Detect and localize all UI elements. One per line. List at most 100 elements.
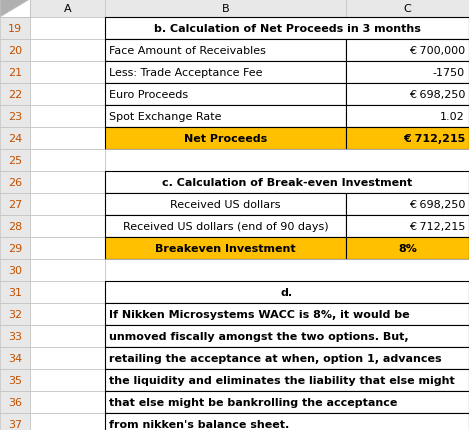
Bar: [346, 84, 469, 106]
Bar: [105, 194, 346, 215]
Text: Less: Trade Acceptance Fee: Less: Trade Acceptance Fee: [109, 68, 263, 78]
Text: the liquidity and eliminates the liability that else might: the liquidity and eliminates the liabili…: [109, 375, 455, 385]
Bar: [30, 18, 105, 40]
Text: 26: 26: [8, 178, 22, 187]
Bar: [30, 303, 105, 325]
Bar: [105, 237, 346, 259]
Bar: [105, 303, 469, 325]
Bar: [105, 62, 346, 84]
Bar: [0, 18, 30, 40]
Bar: [0, 325, 30, 347]
Text: A: A: [64, 4, 71, 14]
Text: 23: 23: [8, 112, 22, 122]
Bar: [30, 325, 105, 347]
Bar: [0, 259, 30, 281]
Text: Face Amount of Receivables: Face Amount of Receivables: [109, 46, 266, 56]
Bar: [0, 62, 30, 84]
Bar: [346, 40, 469, 62]
Bar: [0, 391, 30, 413]
Bar: [30, 281, 105, 303]
Bar: [105, 215, 346, 237]
Text: 30: 30: [8, 265, 22, 275]
Bar: [0, 347, 30, 369]
Text: 20: 20: [8, 46, 22, 56]
Text: 8%: 8%: [398, 243, 417, 253]
Text: 25: 25: [8, 156, 22, 166]
Bar: [0, 0, 30, 18]
Text: b. Calculation of Net Proceeds in 3 months: b. Calculation of Net Proceeds in 3 mont…: [153, 24, 420, 34]
Text: 34: 34: [8, 353, 22, 363]
Bar: [0, 281, 30, 303]
Bar: [105, 150, 469, 172]
Text: 1.02: 1.02: [440, 112, 465, 122]
Bar: [105, 0, 346, 18]
Bar: [30, 237, 105, 259]
Text: Spot Exchange Rate: Spot Exchange Rate: [109, 112, 221, 122]
Bar: [105, 347, 469, 369]
Text: Euro Proceeds: Euro Proceeds: [109, 90, 188, 100]
Bar: [0, 369, 30, 391]
Text: 36: 36: [8, 397, 22, 407]
Text: d.: d.: [281, 287, 293, 297]
Bar: [30, 215, 105, 237]
Text: C: C: [404, 4, 411, 14]
Bar: [105, 391, 469, 413]
Text: Net Proceeds: Net Proceeds: [184, 134, 267, 144]
Bar: [346, 194, 469, 215]
Bar: [30, 0, 105, 18]
Bar: [346, 106, 469, 128]
Bar: [30, 347, 105, 369]
Text: If Nikken Microsystems WACC is 8%, it would be: If Nikken Microsystems WACC is 8%, it wo…: [109, 309, 409, 319]
Text: 31: 31: [8, 287, 22, 297]
Text: € 698,250: € 698,250: [408, 200, 465, 209]
Text: that else might be bankrolling the acceptance: that else might be bankrolling the accep…: [109, 397, 397, 407]
Text: € 698,250: € 698,250: [408, 90, 465, 100]
Text: unmoved fiscally amongst the two options. But,: unmoved fiscally amongst the two options…: [109, 331, 408, 341]
Bar: [30, 40, 105, 62]
Bar: [30, 194, 105, 215]
Bar: [105, 281, 469, 303]
Text: c. Calculation of Break-even Investment: c. Calculation of Break-even Investment: [162, 178, 412, 187]
Bar: [105, 84, 346, 106]
Bar: [346, 215, 469, 237]
Text: € 712,215: € 712,215: [403, 134, 465, 144]
Bar: [0, 303, 30, 325]
Text: 35: 35: [8, 375, 22, 385]
Bar: [0, 215, 30, 237]
Bar: [105, 369, 469, 391]
Text: -1750: -1750: [433, 68, 465, 78]
Bar: [105, 413, 469, 430]
Text: retailing the acceptance at when, option 1, advances: retailing the acceptance at when, option…: [109, 353, 442, 363]
Bar: [0, 150, 30, 172]
Bar: [0, 237, 30, 259]
Bar: [105, 40, 346, 62]
Text: Breakeven Investment: Breakeven Investment: [155, 243, 296, 253]
Bar: [346, 62, 469, 84]
Bar: [0, 106, 30, 128]
Text: 22: 22: [8, 90, 22, 100]
Bar: [0, 194, 30, 215]
Bar: [105, 172, 469, 194]
Bar: [0, 128, 30, 150]
Text: 21: 21: [8, 68, 22, 78]
Text: 24: 24: [8, 134, 22, 144]
Bar: [30, 391, 105, 413]
Bar: [30, 84, 105, 106]
Bar: [30, 128, 105, 150]
Polygon shape: [0, 0, 30, 18]
Text: 27: 27: [8, 200, 22, 209]
Text: Received US dollars (end of 90 days): Received US dollars (end of 90 days): [123, 221, 328, 231]
Text: 32: 32: [8, 309, 22, 319]
Bar: [346, 128, 469, 150]
Bar: [0, 84, 30, 106]
Text: 19: 19: [8, 24, 22, 34]
Bar: [0, 40, 30, 62]
Text: 28: 28: [8, 221, 22, 231]
Bar: [105, 18, 469, 40]
Text: 33: 33: [8, 331, 22, 341]
Text: € 700,000: € 700,000: [409, 46, 465, 56]
Bar: [30, 369, 105, 391]
Bar: [0, 413, 30, 430]
Bar: [30, 62, 105, 84]
Text: B: B: [222, 4, 229, 14]
